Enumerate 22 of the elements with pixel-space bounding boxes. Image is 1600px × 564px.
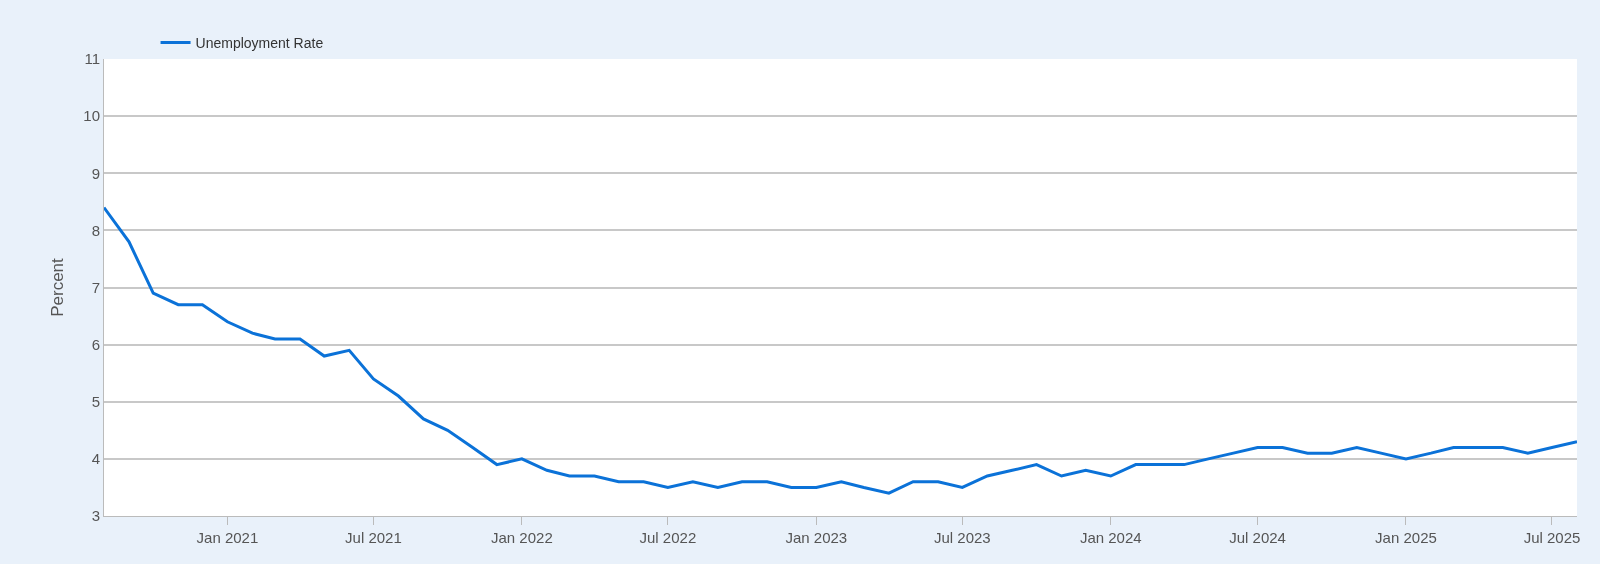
- x-tick-label: Jan 2024: [1079, 529, 1142, 546]
- x-tick-label: Jul 2025: [1523, 529, 1581, 546]
- x-tick-label: Jan 2022: [490, 529, 553, 546]
- y-tick-label: 6: [91, 335, 100, 353]
- y-tick-label: 5: [91, 393, 100, 410]
- x-tick-label: Jan 2025: [1375, 529, 1437, 546]
- x-tick-label: Jul 2021: [345, 529, 402, 546]
- y-axis-title: Percent: [47, 257, 67, 317]
- legend-label: Unemployment Rate: [195, 35, 324, 52]
- y-tick-label: 10: [83, 107, 100, 125]
- y-tick-label: 8: [91, 221, 100, 239]
- y-tick-label: 11: [84, 50, 100, 68]
- y-tick-label: 9: [91, 164, 100, 182]
- y-tick-label: 3: [91, 507, 100, 525]
- x-tick-label: Jul 2023: [933, 529, 991, 546]
- y-tick-label: 7: [91, 278, 100, 296]
- line-series: [104, 206, 1577, 495]
- y-tick-label: 4: [91, 450, 100, 468]
- x-tick-label: Jul 2022: [639, 529, 697, 546]
- x-tick-label: Jan 2021: [196, 529, 259, 546]
- x-tick-label: Jul 2024: [1229, 529, 1286, 546]
- x-tick-label: Jan 2023: [785, 529, 848, 546]
